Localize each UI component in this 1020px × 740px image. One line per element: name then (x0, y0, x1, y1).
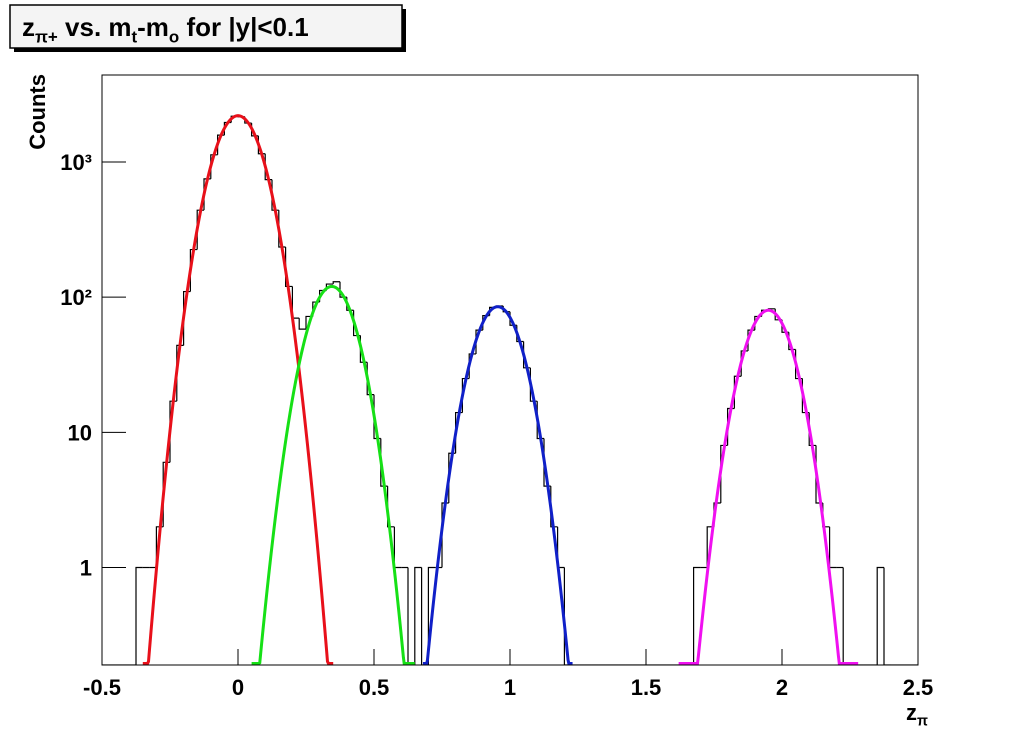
title-box (9, 4, 403, 49)
y-tick-label: 10² (60, 285, 92, 310)
histogram-bin (298, 318, 306, 330)
y-axis-label: Counts (25, 74, 50, 150)
label-part: t (132, 28, 138, 47)
y-tick-label: 1 (80, 556, 92, 581)
label-part: -m (137, 12, 169, 42)
label-part: z (906, 700, 917, 725)
histogram-bin (876, 566, 884, 665)
histogram-bin (421, 567, 429, 665)
chart-title: zπ+ vs. mt-mo for |y|<0.1 (22, 12, 309, 47)
label-part: for |y|<0.1 (179, 12, 308, 42)
y-tick-label: 10 (68, 420, 92, 445)
plot-area (102, 114, 918, 665)
x-tick-label: 1.5 (631, 675, 662, 700)
x-axis-label: zπ (906, 700, 928, 730)
histogram-bin (285, 246, 293, 288)
histogram-bin (135, 566, 143, 665)
histogram-bin (407, 567, 415, 665)
histogram-bin (414, 566, 422, 665)
label-part: o (169, 28, 179, 47)
histogram-bin (842, 567, 850, 665)
fit-curve (251, 284, 415, 665)
x-tick-label: 2 (776, 675, 788, 700)
x-tick-label: -0.5 (83, 675, 121, 700)
fit-curve (422, 305, 573, 665)
label-part: π+ (35, 28, 58, 47)
histogram-bin (693, 566, 701, 665)
label-part: vs. m (58, 12, 132, 42)
histogram-bin (883, 567, 891, 665)
label-part: z (22, 12, 35, 42)
x-tick-label: 0 (232, 675, 244, 700)
fit-curve (142, 114, 334, 665)
x-tick-label: 1 (504, 675, 516, 700)
y-tick-label: 10³ (60, 150, 92, 175)
x-tick-label: 2.5 (903, 675, 934, 700)
x-tick-label: 0.5 (359, 675, 390, 700)
histogram-bin (427, 566, 436, 665)
histogram-bin (563, 567, 572, 665)
histogram-bin (332, 281, 340, 285)
fit-curve (678, 308, 859, 665)
label-part: π (917, 714, 928, 730)
